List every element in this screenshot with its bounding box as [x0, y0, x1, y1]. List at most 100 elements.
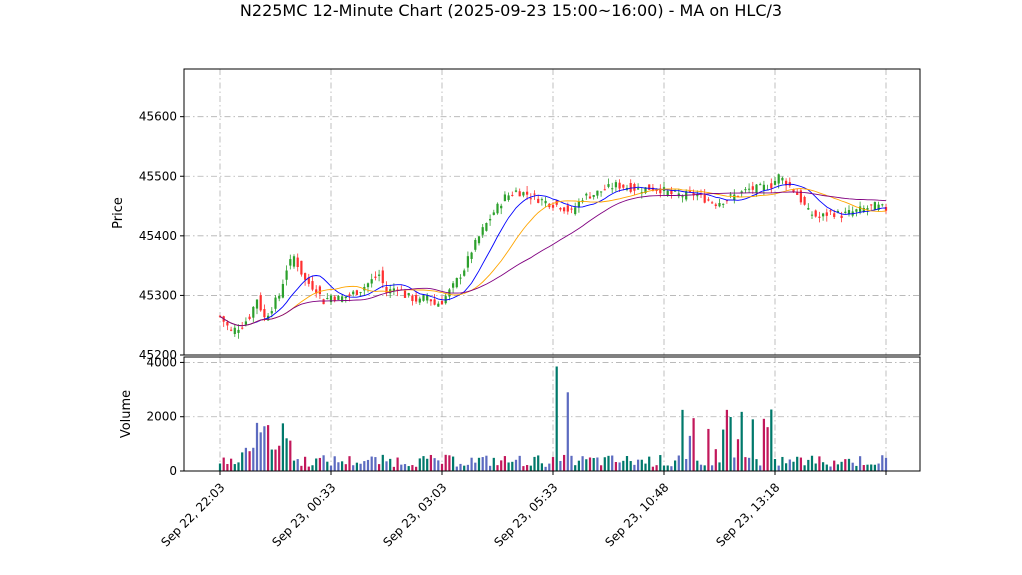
candle-body [344, 296, 347, 299]
volume-bar [348, 456, 351, 471]
volume-bar [363, 461, 366, 471]
candle-body [451, 283, 455, 288]
volume-bar [807, 459, 810, 471]
x-tick-label: Sep 23, 00:33 [269, 480, 338, 549]
price-tick-label: 45300 [139, 288, 177, 302]
volume-bar [877, 463, 880, 471]
volume-bar [229, 458, 233, 471]
volume-bar [603, 457, 606, 471]
volume-bar [429, 454, 433, 471]
candle-body [611, 188, 614, 190]
candle-body [470, 252, 473, 259]
candle-body [877, 204, 880, 211]
volume-bar [751, 419, 754, 471]
volume-bar [703, 465, 706, 471]
volume-bar [836, 464, 840, 471]
candle-body [403, 290, 407, 298]
volume-bar [233, 464, 236, 471]
volume-bar [503, 456, 507, 471]
volume-bar [359, 463, 362, 471]
candle-body [759, 184, 762, 186]
candle-body [710, 202, 714, 204]
candle-body [278, 295, 281, 299]
candle-body [414, 294, 418, 302]
volume-bar [244, 447, 248, 471]
candle-body [551, 205, 555, 208]
x-tick-label: Sep 23, 05:33 [491, 480, 560, 549]
volume-bar [300, 465, 303, 471]
volume-bar [588, 457, 592, 471]
volume-bar [500, 460, 503, 471]
candle-body [588, 196, 592, 199]
volume-bar [318, 457, 322, 471]
volume-bar [218, 463, 222, 471]
volume-bar [844, 459, 847, 471]
candle-body [881, 204, 884, 206]
candle-body [281, 283, 285, 298]
chart-title: N225MC 12-Minute Chart (2025-09-23 15:00… [240, 1, 782, 20]
volume-bar [648, 456, 651, 471]
volume-bar [466, 464, 470, 471]
volume-bar [574, 465, 577, 471]
volume-bar [533, 456, 536, 471]
candle-body [722, 203, 725, 205]
candle-body [485, 222, 488, 231]
candle-body [237, 329, 240, 333]
volume-bar [651, 466, 655, 471]
volume-panel: 0 2000 4000 [146, 355, 921, 478]
candle-body [833, 213, 836, 217]
volume-bar [333, 456, 336, 471]
volume-bar [274, 449, 277, 471]
candle-body [614, 182, 618, 188]
volume-frame [183, 356, 921, 472]
candle-body [762, 184, 766, 191]
candle-body [374, 276, 377, 278]
volume-bar [259, 432, 262, 471]
volume-bar [707, 428, 710, 471]
candle-body [263, 309, 266, 318]
candle-body [607, 184, 610, 187]
candle-body [636, 188, 640, 190]
volume-bar [459, 463, 462, 471]
volume-bar [840, 461, 843, 471]
candle-body [289, 259, 292, 266]
candle-body [855, 209, 858, 212]
candle-body [688, 190, 692, 192]
candle-body [218, 315, 222, 317]
price-tick-label: 45600 [139, 110, 177, 124]
candle-body [681, 196, 684, 198]
volume-bar [858, 456, 862, 471]
candle-body [585, 193, 588, 196]
candle-body [884, 207, 888, 211]
volume-bar [315, 458, 318, 471]
candle-body [255, 299, 259, 309]
candle-body [692, 192, 695, 196]
candle-body [533, 193, 536, 195]
candle-body [629, 182, 632, 192]
candle-body [326, 298, 329, 300]
candle-body [714, 204, 717, 206]
volume-bar [518, 455, 521, 471]
price-axis-label: Price [111, 197, 126, 229]
candle-body [422, 295, 425, 301]
volume-bar [570, 455, 573, 471]
candle-body [333, 296, 336, 301]
volume-bar [725, 409, 729, 471]
candle-body [466, 256, 470, 268]
volume-tick-label: 4000 [146, 355, 177, 369]
candle-body [707, 199, 710, 201]
candle-body [370, 279, 373, 284]
volume-bar [829, 466, 832, 471]
candle-body [840, 215, 843, 218]
volume-bar [307, 466, 310, 471]
candle-body [474, 239, 477, 250]
volume-bar [633, 464, 636, 471]
volume-bar [629, 461, 632, 471]
candle-body [818, 216, 821, 218]
candle-body [337, 295, 340, 300]
candle-body [577, 201, 581, 208]
candle-body [670, 190, 673, 195]
volume-bar [718, 462, 721, 471]
volume-bar [666, 465, 669, 471]
candle-body [411, 295, 414, 302]
